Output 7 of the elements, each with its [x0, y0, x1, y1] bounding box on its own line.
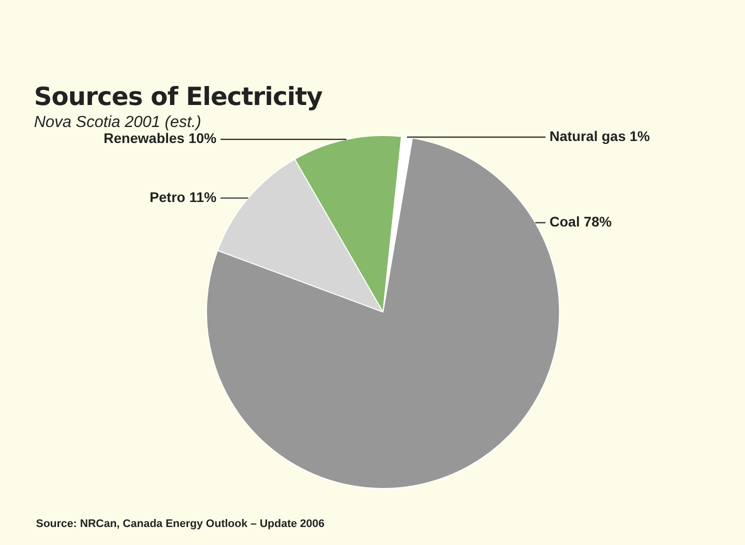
chart-title: Sources of Electricity — [34, 82, 322, 111]
slice-label: Petro 11% — [150, 188, 218, 205]
slice-label: Coal 78% — [550, 214, 612, 230]
slice-label: Natural gas 1% — [550, 128, 650, 144]
slice-label: Renewables 10% — [104, 130, 218, 146]
source-note: Source: NRCan, Canada Energy Outlook – Update 2006 — [36, 518, 325, 530]
chart-subtitle: Nova Scotia 2001 (est.) — [34, 114, 202, 132]
